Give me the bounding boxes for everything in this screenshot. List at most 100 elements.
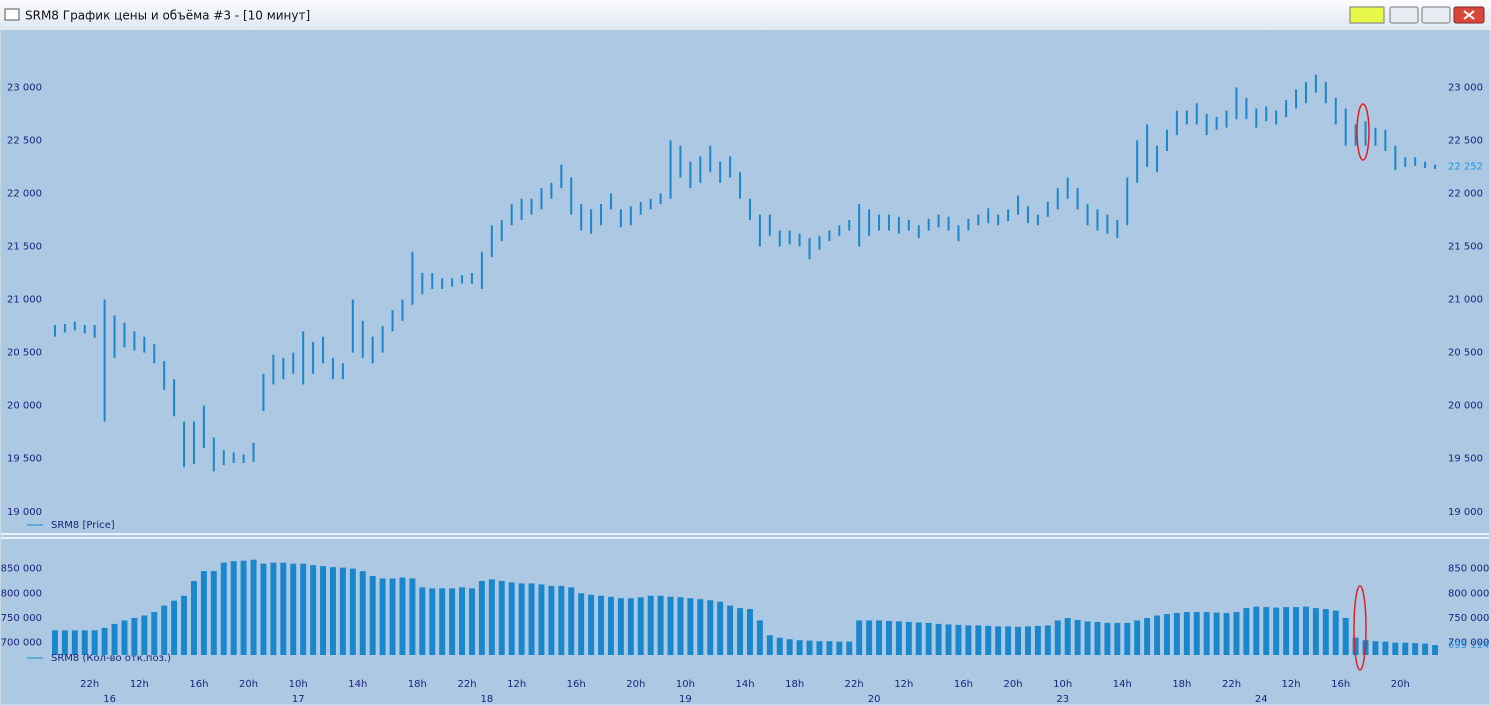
oi-bar bbox=[1094, 621, 1101, 655]
oi-bar bbox=[836, 641, 843, 655]
maximize-button[interactable] bbox=[1421, 6, 1451, 24]
minimize-button[interactable] bbox=[1389, 6, 1419, 24]
oi-bar bbox=[806, 640, 813, 655]
oi-bar bbox=[359, 571, 366, 655]
oi-bar bbox=[409, 578, 416, 655]
price-bar bbox=[1434, 164, 1437, 170]
price-bar bbox=[1205, 113, 1208, 136]
y-tick-label-right: 20 500 bbox=[1448, 348, 1483, 359]
highlight-ellipse bbox=[1353, 585, 1367, 671]
oi-bar bbox=[220, 562, 227, 655]
y-tick-label-right: 19 500 bbox=[1448, 454, 1483, 465]
price-bar bbox=[1007, 209, 1010, 222]
x-tick-label: 14h bbox=[735, 679, 754, 690]
oi-bar bbox=[895, 621, 902, 655]
oi-bar bbox=[1402, 642, 1409, 655]
price-bar bbox=[470, 273, 473, 284]
oi-bar bbox=[439, 588, 446, 655]
y-tick-label-right: 23 000 bbox=[1448, 82, 1483, 93]
price-bar bbox=[302, 331, 305, 385]
price-bar bbox=[361, 320, 364, 358]
oi-bar bbox=[369, 576, 376, 655]
oi-bar bbox=[707, 600, 714, 655]
price-bar bbox=[957, 225, 960, 242]
oi-bar bbox=[459, 587, 466, 655]
price-bar bbox=[252, 442, 255, 462]
price-bar bbox=[133, 331, 136, 351]
price-bar bbox=[560, 164, 563, 189]
oi-bar bbox=[637, 597, 644, 655]
price-bar bbox=[1017, 195, 1020, 215]
y-tick-label: 22 500 bbox=[7, 135, 42, 146]
x-tick-label: 16h bbox=[567, 679, 586, 690]
title-bar bbox=[0, 0, 1491, 30]
oi-bar bbox=[1084, 621, 1091, 655]
price-bar bbox=[1036, 214, 1039, 226]
y-tick-label-right: 800 000 bbox=[1448, 588, 1489, 599]
price-bar bbox=[1285, 100, 1288, 118]
price-bar bbox=[1165, 129, 1168, 151]
oi-bar bbox=[419, 587, 426, 655]
oi-bar bbox=[1104, 622, 1111, 655]
price-bar bbox=[907, 219, 910, 231]
price-bar bbox=[242, 454, 245, 463]
price-bar bbox=[649, 198, 652, 210]
oi-bar bbox=[528, 583, 535, 655]
oi-bar bbox=[429, 588, 436, 655]
x-tick-label: 16h bbox=[954, 679, 973, 690]
price-bar bbox=[1265, 106, 1268, 122]
price-bar bbox=[1026, 206, 1029, 224]
oi-bar bbox=[766, 635, 773, 655]
oi-bar bbox=[925, 622, 932, 655]
x-tick-label: 20h bbox=[626, 679, 645, 690]
price-bar bbox=[868, 209, 871, 236]
oi-bar bbox=[468, 588, 475, 655]
price-bar bbox=[1304, 81, 1307, 104]
y-tick-label: 21 000 bbox=[7, 295, 42, 306]
oi-bar bbox=[230, 561, 237, 655]
price-bar bbox=[143, 336, 146, 353]
price-bar bbox=[927, 218, 930, 231]
y-tick-label: 21 500 bbox=[7, 241, 42, 252]
oi-bar bbox=[647, 595, 654, 655]
highlight-ellipse bbox=[1356, 103, 1370, 161]
oi-bar bbox=[866, 620, 873, 655]
price-bar bbox=[1235, 87, 1238, 120]
oi-bar bbox=[786, 639, 793, 655]
oi-bar bbox=[389, 578, 396, 655]
price-bar bbox=[580, 204, 583, 231]
x-tick-label: 12h bbox=[1282, 679, 1301, 690]
x-tick-label: 12h bbox=[507, 679, 526, 690]
price-bar bbox=[679, 145, 682, 178]
oi-bar bbox=[290, 563, 297, 655]
oi-bar bbox=[558, 585, 565, 655]
x-tick-label: 16h bbox=[1331, 679, 1350, 690]
price-bar bbox=[758, 214, 761, 247]
price-bar bbox=[1384, 129, 1387, 151]
oi-bar bbox=[1283, 607, 1290, 655]
oi-bar bbox=[955, 624, 962, 655]
price-bar bbox=[1334, 97, 1337, 125]
oi-bar bbox=[339, 567, 346, 655]
price-bar bbox=[1424, 161, 1427, 168]
oi-bar bbox=[1054, 620, 1061, 655]
oi-bar bbox=[697, 599, 704, 655]
price-bar bbox=[987, 208, 990, 224]
price-bar bbox=[411, 251, 414, 305]
oi-bar bbox=[1322, 609, 1329, 655]
close-icon bbox=[1463, 10, 1475, 20]
oi-bar bbox=[985, 625, 992, 655]
y-tick-label-right: 850 000 bbox=[1448, 564, 1489, 575]
oi-bar bbox=[578, 593, 585, 655]
price-bar bbox=[1394, 145, 1397, 171]
price-bar bbox=[63, 323, 66, 333]
price-bar bbox=[1225, 110, 1228, 128]
oi-bar bbox=[518, 583, 525, 655]
price-bar bbox=[550, 182, 553, 199]
oi-bar bbox=[677, 597, 684, 655]
oi-bar bbox=[1332, 610, 1339, 655]
oi-bar bbox=[756, 620, 763, 655]
link-button[interactable] bbox=[1349, 6, 1385, 24]
price-bar bbox=[1215, 117, 1218, 130]
